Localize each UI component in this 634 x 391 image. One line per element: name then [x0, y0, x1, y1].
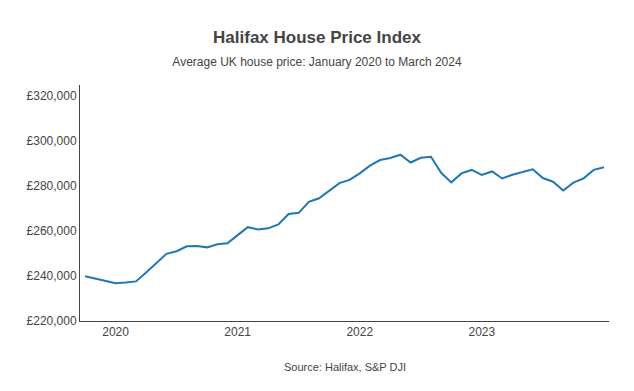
svg-text:2021: 2021 — [224, 325, 251, 339]
svg-text:£300,000: £300,000 — [27, 134, 77, 148]
svg-text:2022: 2022 — [346, 325, 373, 339]
svg-text:Halifax House Price Index: Halifax House Price Index — [213, 28, 421, 47]
svg-text:£240,000: £240,000 — [27, 269, 77, 283]
svg-text:£220,000: £220,000 — [27, 314, 77, 328]
svg-text:2020: 2020 — [102, 325, 129, 339]
svg-text:£320,000: £320,000 — [27, 89, 77, 103]
svg-text:Source: Halifax, S&P DJI: Source: Halifax, S&P DJI — [284, 361, 406, 373]
svg-text:£260,000: £260,000 — [27, 224, 77, 238]
svg-text:Average UK house price: Januar: Average UK house price: January 2020 to … — [172, 55, 462, 69]
svg-text:£280,000: £280,000 — [27, 179, 77, 193]
svg-text:2023: 2023 — [468, 325, 495, 339]
